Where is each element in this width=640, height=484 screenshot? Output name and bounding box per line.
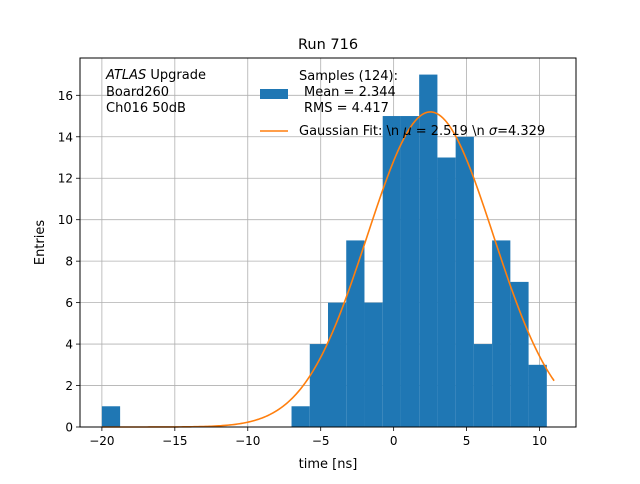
y-tick-label: 2 (65, 379, 73, 393)
x-tick-label: 10 (532, 434, 547, 448)
annotation-line-3: Ch016 50dB (106, 101, 186, 116)
y-tick-label: 8 (65, 255, 73, 269)
legend-label-fit: Gaussian Fit: \n μ = 2.519 \n σ=4.329 (299, 124, 545, 139)
y-axis-label: Entries (33, 220, 48, 266)
x-tick-label: −20 (89, 434, 114, 448)
x-axis-label: time [ns] (299, 457, 358, 472)
histogram-bar (437, 157, 456, 427)
histogram-bar (309, 344, 328, 427)
legend-patch-samples (260, 89, 288, 99)
y-tick-label: 0 (65, 421, 73, 435)
legend: Samples (124): Mean = 2.344 RMS = 4.417 … (260, 69, 545, 139)
legend-label-samples-line-1: Samples (124): (299, 69, 398, 84)
legend-label-samples-line-2: Mean = 2.344 (304, 85, 396, 100)
histogram-bar (346, 240, 365, 427)
histogram-bar (382, 116, 401, 427)
y-tick-label: 10 (58, 213, 73, 227)
histogram-bar (492, 240, 511, 427)
annotation-line-2: Board260 (106, 85, 169, 100)
histogram-bar (419, 74, 438, 428)
x-tick-label: 5 (463, 434, 471, 448)
y-tick-label: 14 (58, 130, 73, 144)
histogram-bar (101, 406, 121, 427)
y-tick-label: 16 (58, 89, 73, 103)
histogram-bar (510, 281, 529, 427)
histogram-bar (291, 406, 310, 427)
x-tick-label: 0 (390, 434, 398, 448)
plot-frame (79, 57, 577, 428)
legend-label-samples-line-3: RMS = 4.417 (304, 101, 389, 116)
x-tick-label: −10 (235, 434, 260, 448)
histogram-bar (400, 116, 420, 427)
histogram-bar (473, 344, 493, 427)
annotation-block: ATLAS Upgrade Board260 Ch016 50dB (105, 68, 206, 116)
histogram-bar (528, 364, 547, 427)
y-tick-label: 12 (58, 172, 73, 186)
x-tick-label: −5 (312, 434, 330, 448)
histogram-bar (364, 302, 383, 427)
x-tick-label: −15 (162, 434, 187, 448)
ticks-layer: −20 −15 −10 −5 0 5 10 0 2 4 6 8 10 12 14 16 (58, 89, 547, 448)
chart-title: Run 716 (298, 37, 358, 53)
histogram-bar (455, 136, 474, 428)
y-tick-label: 6 (65, 296, 73, 310)
annotation-line-1: ATLAS Upgrade (105, 68, 206, 83)
y-tick-label: 4 (65, 338, 73, 352)
histogram-bars (101, 74, 547, 428)
